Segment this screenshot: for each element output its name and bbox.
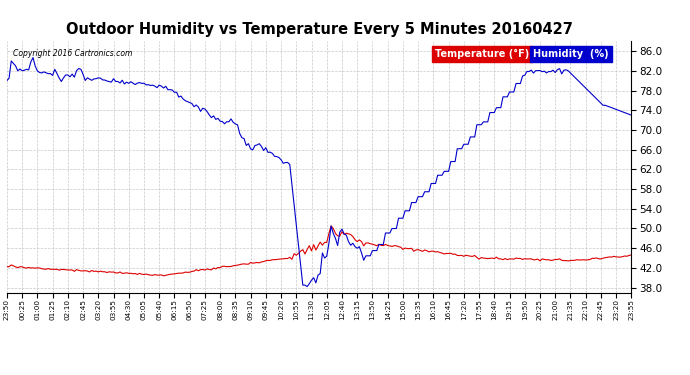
Text: Humidity  (%): Humidity (%) — [533, 49, 609, 59]
Text: Temperature (°F): Temperature (°F) — [435, 49, 529, 59]
Text: Copyright 2016 Cartronics.com: Copyright 2016 Cartronics.com — [13, 49, 132, 58]
Title: Outdoor Humidity vs Temperature Every 5 Minutes 20160427: Outdoor Humidity vs Temperature Every 5 … — [66, 22, 573, 37]
